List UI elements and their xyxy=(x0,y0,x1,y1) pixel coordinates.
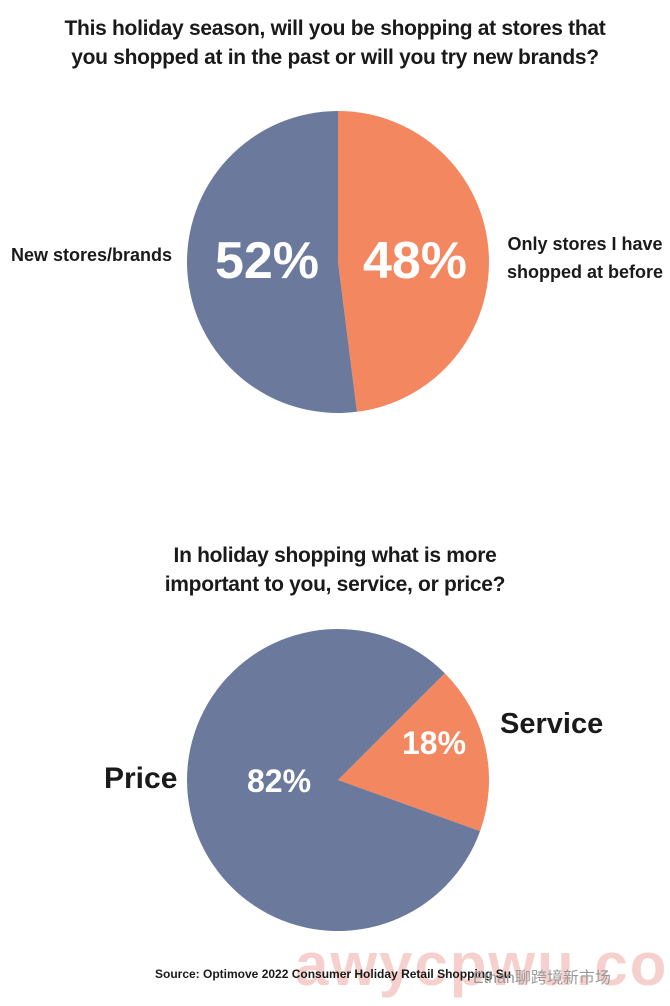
slice-label-only-stores-line-2: shopped at before xyxy=(506,262,663,282)
chart-2-title-line-2: important to you, service, or price? xyxy=(164,573,506,596)
slice-label-price: Price xyxy=(104,762,178,795)
pie-slice-service xyxy=(338,673,490,832)
chart-1-title: This holiday season, will you be shoppin… xyxy=(0,14,670,72)
chart-1-title-line-2: you shopped at in the past or will you t… xyxy=(71,46,599,69)
slice-percent-only-stores-i-have-shopped-at-before: 48% xyxy=(363,232,467,290)
slice-label-new-stores: New stores/brands xyxy=(11,245,173,265)
pie-slice-price xyxy=(187,629,481,931)
slice-percent-new-stores-brands: 52% xyxy=(215,232,319,290)
slice-label-service: Service xyxy=(500,708,604,740)
pie-chart-1: 48% 52% xyxy=(187,111,490,413)
chart-2-title: In holiday shopping what is more importa… xyxy=(0,541,670,599)
slice-label-only-stores-line-1: Only stores I have xyxy=(507,234,663,254)
pie-slice-new-stores-brands xyxy=(187,111,357,413)
slice-percent-price: 82% xyxy=(247,763,311,799)
slice-label-only-stores: Only stores I have shopped at before xyxy=(501,230,669,286)
watermark-text: Ethan聊跨境新市场 xyxy=(473,970,611,987)
pie-slice-only-stores-i-have-shopped-at-before xyxy=(338,111,490,412)
source-note: Source: Optimove 2022 Consumer Holiday R… xyxy=(155,967,512,981)
watermark-large: awycpwu.com xyxy=(295,931,670,998)
slice-percent-service: 18% xyxy=(402,725,466,761)
chart-2-title-line-1: In holiday shopping what is more xyxy=(173,544,497,567)
chart-1-title-line-1: This holiday season, will you be shoppin… xyxy=(64,17,606,40)
